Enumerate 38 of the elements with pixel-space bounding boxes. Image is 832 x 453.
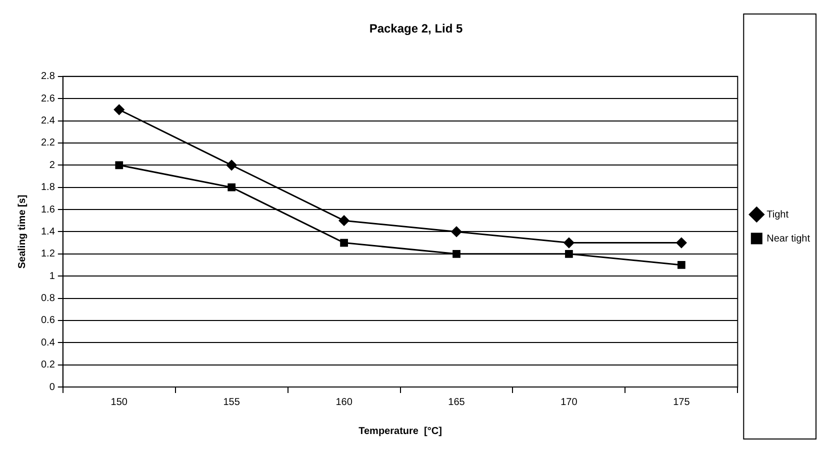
y-tick-label: 1.6: [40, 204, 56, 216]
point: [565, 250, 573, 258]
point: [452, 250, 460, 258]
y-tick-label: 1: [49, 270, 56, 282]
x-tick-label: 150: [110, 396, 128, 408]
y-tick-label: 1.4: [40, 226, 56, 238]
x-tick-label: 175: [673, 396, 690, 408]
y-tick-label: 2.2: [40, 138, 56, 149]
y-tick-label: 0.8: [40, 293, 56, 304]
point: [226, 160, 237, 170]
y-tick-label: 1.8: [40, 182, 56, 194]
y-tick-label: 2: [49, 160, 56, 171]
legend-label: Tight: [766, 209, 789, 220]
point: [338, 215, 350, 226]
x-tick-label: 155: [223, 396, 240, 408]
x-axis-title: Temperature [°C]: [358, 426, 442, 437]
point: [340, 238, 348, 247]
point: [114, 104, 124, 115]
point: [564, 238, 574, 248]
legend-label: Near tight: [766, 233, 810, 244]
y-tick-label: 1.2: [40, 248, 56, 260]
point: [677, 261, 686, 269]
y-tick-label: 0.2: [40, 360, 56, 371]
x-tick-label: 170: [560, 396, 578, 408]
x-tick-label: 165: [448, 396, 466, 408]
chart-title: Package 2, Lid 5: [369, 22, 464, 36]
y-tick-label: 2.4: [40, 116, 56, 127]
y-tick-label: 2.6: [40, 93, 56, 104]
y-tick-label: 0.4: [40, 337, 56, 348]
x-tick-label: 160: [336, 396, 353, 408]
y-tick-label: 2.8: [40, 71, 56, 82]
y-axis-title: Sealing time [s]: [16, 194, 28, 269]
y-tick-label: 0: [49, 382, 56, 393]
point: [676, 238, 687, 248]
point: [451, 226, 462, 237]
y-tick-label: 0.6: [40, 315, 56, 326]
point: [228, 183, 236, 192]
point: [115, 161, 124, 170]
